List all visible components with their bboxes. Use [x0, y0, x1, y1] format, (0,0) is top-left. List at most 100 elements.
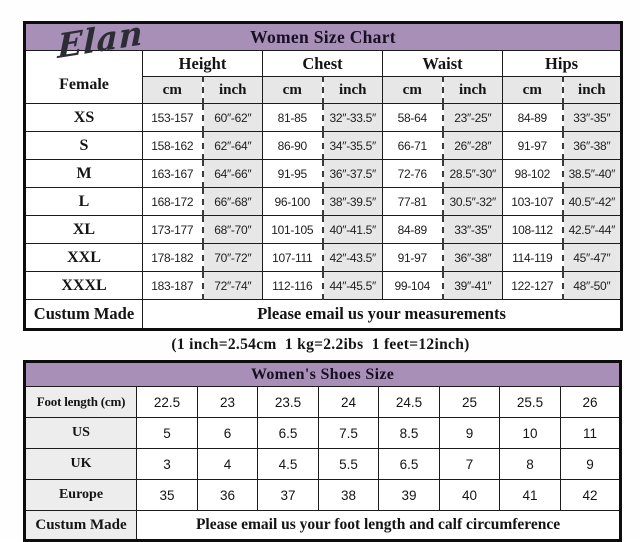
shoe-size-value-cell: 35 [136, 479, 198, 511]
shoe-size-value-cell: 7 [439, 448, 500, 480]
shoes-title-row: Women's Shoes Size [23, 361, 622, 387]
inch-value-cell: 64″-66″ [201, 159, 263, 188]
custom-made-message: Please email us your measurements [141, 299, 623, 330]
shoe-size-value-cell: 23 [197, 386, 258, 418]
conversion-note: (1 inch=2.54cm 1 kg=2.2ibs 1 feet=12inch… [171, 336, 470, 353]
size-label: L [24, 187, 143, 216]
shoe-size-value-cell: 6 [197, 417, 258, 449]
shoe-size-value-cell: 24.5 [378, 386, 440, 418]
inch-value-cell: 45″-47″ [561, 243, 623, 272]
cm-value-cell: 77-81 [382, 187, 443, 216]
cm-value-cell: 58-64 [382, 103, 443, 132]
inch-value-cell: 44″-45.5″ [321, 271, 383, 300]
inch-value-cell: 60″-62″ [201, 103, 263, 132]
column-group-hips: Hips [501, 50, 623, 77]
shoe-size-value-cell: 39 [378, 479, 440, 511]
shoe-size-value-cell: 42 [559, 479, 622, 511]
cm-value-cell: 178-182 [142, 243, 203, 272]
shoe-size-row: US 5 6 6.5 7.5 8.5 9 10 11 [24, 417, 622, 449]
shoe-size-value-cell: 7.5 [318, 417, 379, 449]
shoe-size-value-cell: 37 [257, 479, 319, 511]
shoe-size-value-cell: 4 [197, 448, 258, 480]
cm-value-cell: 91-95 [262, 159, 323, 188]
inch-value-cell: 48″-50″ [561, 271, 623, 300]
inch-value-cell: 42″-43.5″ [321, 243, 383, 272]
cm-value-cell: 84-89 [382, 215, 443, 244]
inch-value-cell: 33″-35″ [441, 215, 503, 244]
shoe-size-value-cell: 4.5 [257, 448, 319, 480]
custom-made-label: Custum Made [24, 299, 143, 330]
shoe-size-value-cell: 9 [439, 417, 500, 449]
women-size-chart-table: Women Size Chart Female Height Chest Wai… [23, 21, 624, 331]
cm-value-cell: 91-97 [382, 243, 443, 272]
womens-shoes-size-section: Women's Shoes Size Foot length (cm) 22.5 2… [23, 360, 623, 542]
cm-value-cell: 91-97 [502, 131, 563, 160]
inch-value-cell: 68″-70″ [201, 215, 263, 244]
female-label: Female [59, 76, 109, 93]
size-row: XL 173-177 68″-70″ 101-105 40″-41.5″ 84-89 33″… [24, 215, 623, 244]
shoe-size-row: Foot length (cm) 22.5 23 23.5 24 24.5 25 25.5 26 [24, 386, 622, 418]
cm-value-cell: 107-111 [262, 243, 323, 272]
cm-value-cell: 84-89 [502, 103, 563, 132]
shoe-size-value-cell: 3 [136, 448, 198, 480]
unit-header-cm: cm [262, 76, 323, 104]
shoe-size-value-cell: 11 [559, 417, 622, 449]
shoe-row-label: UK [24, 448, 137, 480]
womens-shoes-size-table: Women's Shoes Size Foot length (cm) 22.5 2… [23, 360, 623, 542]
inch-value-cell: 38.5″-40″ [561, 159, 623, 188]
column-group-waist: Waist [382, 50, 503, 77]
shoes-custom-made-message: Please email us your foot length and cal… [135, 510, 622, 541]
unit-header-cm: cm [142, 76, 203, 104]
inch-value-cell: 40.5″-42″ [561, 187, 623, 216]
size-chart-title: Women Size Chart [23, 22, 623, 51]
unit-header-row: cm inch cm inch cm inch cm inch [25, 76, 623, 104]
inch-value-cell: 62″-64″ [201, 131, 263, 160]
shoe-row-label: Europe [24, 479, 137, 511]
inch-value-cell: 33″-35″ [561, 103, 623, 132]
shoe-size-value-cell: 5 [136, 417, 198, 449]
cm-value-cell: 112-116 [262, 271, 323, 300]
size-chart-title-row: Women Size Chart [23, 22, 623, 51]
column-group-height: Height [142, 50, 263, 77]
shoes-chart-title: Women's Shoes Size [23, 361, 622, 387]
unit-header-inch: inch [321, 76, 383, 104]
shoe-size-value-cell: 38 [318, 479, 379, 511]
shoes-custom-made-label: Custum Made [24, 510, 137, 541]
unit-header-cm: cm [382, 76, 443, 104]
inch-value-cell: 38″-39.5″ [321, 187, 383, 216]
unit-header-inch: inch [441, 76, 503, 104]
shoe-size-value-cell: 22.5 [136, 386, 198, 418]
size-label: XS [24, 103, 143, 132]
cm-value-cell: 114-119 [502, 243, 563, 272]
shoe-size-value-cell: 24 [318, 386, 379, 418]
inch-value-cell: 72″-74″ [201, 271, 263, 300]
shoe-size-value-cell: 40 [439, 479, 500, 511]
cm-value-cell: 99-104 [382, 271, 443, 300]
cm-value-cell: 96-100 [262, 187, 323, 216]
shoe-size-value-cell: 5.5 [318, 448, 379, 480]
cm-value-cell: 168-172 [142, 187, 203, 216]
shoe-size-value-cell: 25.5 [499, 386, 561, 418]
cm-value-cell: 66-71 [382, 131, 443, 160]
column-group-chest: Chest [262, 50, 383, 77]
size-row: XXXL 183-187 72″-74″ 112-116 44″-45.5″ 99-104… [24, 271, 623, 300]
inch-value-cell: 23″-25″ [441, 103, 503, 132]
shoe-row-label: Foot length (cm) [24, 386, 137, 418]
shoes-custom-made-row: Custum Made Please email us your foot le… [24, 510, 622, 541]
inch-value-cell: 28.5″-30″ [441, 159, 503, 188]
shoe-size-value-cell: 23.5 [257, 386, 319, 418]
shoe-rows-body: Foot length (cm) 22.5 23 23.5 24 24.5 25 25.5 26… [24, 386, 622, 511]
size-label: XXXL [24, 271, 143, 300]
unit-header-inch: inch [201, 76, 263, 104]
inch-value-cell: 40″-41.5″ [321, 215, 383, 244]
inch-value-cell: 32″-33.5″ [321, 103, 383, 132]
inch-value-cell: 42.5″-44″ [561, 215, 623, 244]
size-row: S 158-162 62″-64″ 86-90 34″-35.5″ 66-71 26″-28… [24, 131, 623, 160]
unit-header-inch: inch [561, 76, 623, 104]
cm-value-cell: 103-107 [502, 187, 563, 216]
inch-value-cell: 36″-38″ [561, 131, 623, 160]
cm-value-cell: 158-162 [142, 131, 203, 160]
cm-value-cell: 153-157 [142, 103, 203, 132]
inch-value-cell: 26″-28″ [441, 131, 503, 160]
